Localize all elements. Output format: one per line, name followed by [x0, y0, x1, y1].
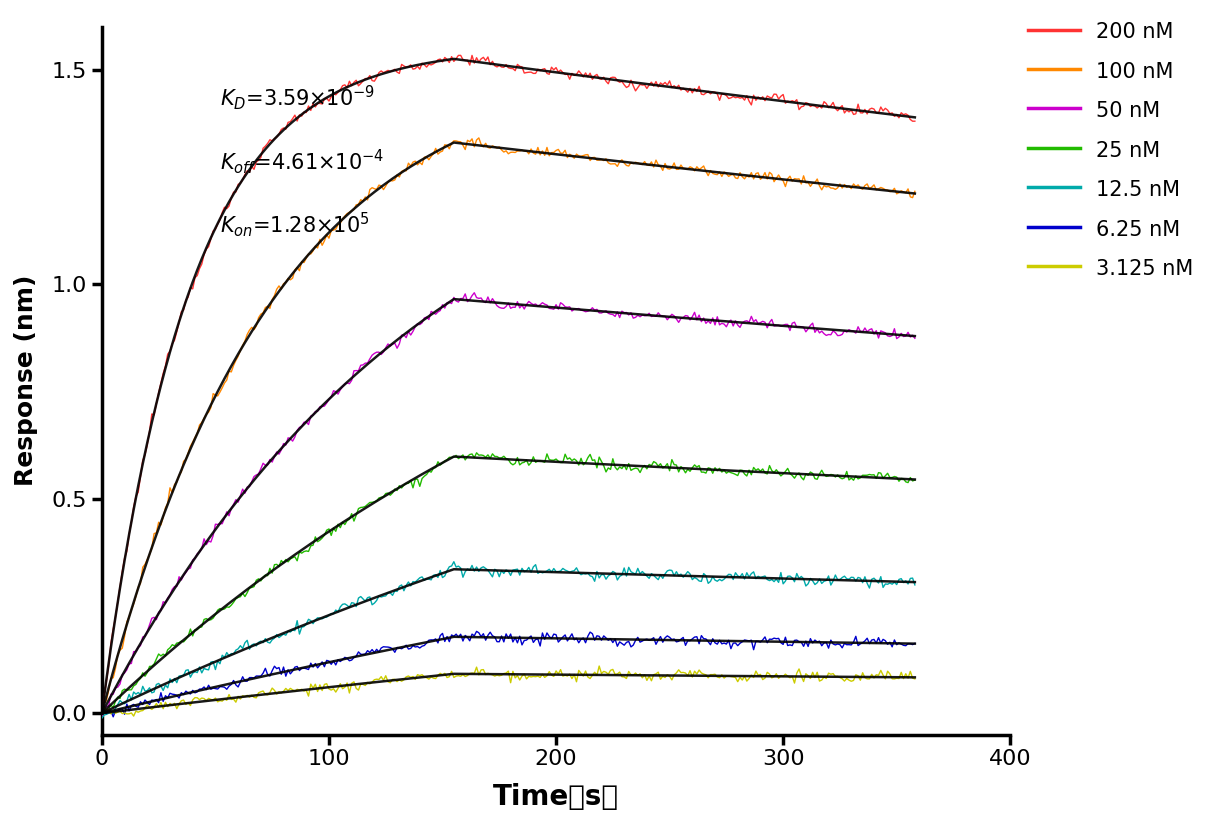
- 200 nM: [753, 94, 768, 104]
- 200 nM: [685, 88, 700, 98]
- 200 nM: [667, 81, 681, 91]
- 100 nM: [908, 186, 923, 196]
- Line: 12.5 nM: 12.5 nM: [102, 562, 915, 718]
- Line: 3.125 nM: 3.125 nM: [102, 666, 915, 716]
- 3.125 nM: [126, 711, 140, 721]
- 100 nM: [685, 163, 700, 172]
- X-axis label: Time（s）: Time（s）: [493, 783, 618, 811]
- 6.25 nM: [206, 683, 221, 693]
- 12.5 nM: [753, 573, 768, 582]
- 3.125 nM: [95, 706, 110, 716]
- 3.125 nM: [908, 674, 923, 684]
- 25 nM: [669, 460, 684, 470]
- 12.5 nM: [776, 579, 791, 589]
- 3.125 nM: [687, 667, 702, 676]
- 6.25 nM: [569, 634, 584, 644]
- 200 nM: [908, 116, 923, 126]
- 3.125 nM: [206, 695, 221, 705]
- 25 nM: [206, 613, 221, 623]
- 6.25 nM: [779, 632, 793, 642]
- 100 nM: [203, 403, 218, 412]
- 50 nM: [667, 311, 681, 321]
- 50 nM: [567, 304, 582, 314]
- Line: 6.25 nM: 6.25 nM: [102, 631, 915, 717]
- 12.5 nM: [685, 575, 700, 585]
- 200 nM: [95, 710, 110, 720]
- 200 nM: [776, 90, 791, 100]
- 6.25 nM: [106, 712, 121, 722]
- 50 nM: [685, 312, 700, 322]
- 100 nM: [776, 176, 791, 186]
- 12.5 nM: [95, 713, 110, 723]
- 12.5 nM: [667, 571, 681, 581]
- 50 nM: [467, 288, 482, 298]
- 12.5 nM: [446, 557, 461, 567]
- 25 nM: [99, 709, 113, 719]
- 25 nM: [755, 464, 770, 474]
- 25 nM: [469, 448, 484, 458]
- Line: 25 nM: 25 nM: [102, 453, 915, 714]
- 3.125 nM: [755, 675, 770, 685]
- 12.5 nM: [908, 580, 923, 590]
- 6.25 nM: [687, 632, 702, 642]
- Text: $K_D$=3.59×10$^{-9}$: $K_D$=3.59×10$^{-9}$: [221, 83, 375, 112]
- 6.25 nM: [908, 639, 923, 648]
- 25 nM: [95, 708, 110, 718]
- 100 nM: [567, 153, 582, 163]
- 25 nM: [687, 460, 702, 470]
- 6.25 nM: [469, 626, 484, 636]
- Text: $K_{on}$=1.28×10$^{5}$: $K_{on}$=1.28×10$^{5}$: [221, 210, 370, 239]
- 200 nM: [453, 50, 468, 60]
- 50 nM: [753, 318, 768, 328]
- 3.125 nM: [591, 661, 606, 671]
- Line: 50 nM: 50 nM: [102, 293, 915, 716]
- Line: 200 nM: 200 nM: [102, 55, 915, 715]
- 25 nM: [569, 455, 584, 465]
- 6.25 nM: [755, 635, 770, 645]
- 100 nM: [753, 174, 768, 184]
- 100 nM: [472, 133, 487, 143]
- 25 nM: [908, 475, 923, 485]
- 12.5 nM: [567, 566, 582, 576]
- 200 nM: [567, 70, 582, 80]
- 200 nM: [203, 233, 218, 243]
- Text: $K_{off}$=4.61×10$^{-4}$: $K_{off}$=4.61×10$^{-4}$: [221, 147, 384, 176]
- 3.125 nM: [669, 668, 684, 678]
- Line: 100 nM: 100 nM: [102, 138, 915, 711]
- 50 nM: [908, 333, 923, 343]
- 3.125 nM: [779, 669, 793, 679]
- 6.25 nM: [669, 637, 684, 647]
- 50 nM: [203, 537, 218, 547]
- Legend: 200 nM, 100 nM, 50 nM, 25 nM, 12.5 nM, 6.25 nM, 3.125 nM: 200 nM, 100 nM, 50 nM, 25 nM, 12.5 nM, 6…: [1019, 12, 1202, 287]
- 50 nM: [95, 711, 110, 721]
- Y-axis label: Response (nm): Response (nm): [14, 275, 38, 486]
- 100 nM: [667, 158, 681, 168]
- 6.25 nM: [95, 710, 110, 719]
- 100 nM: [95, 706, 110, 716]
- 25 nM: [779, 466, 793, 476]
- 3.125 nM: [567, 670, 582, 680]
- 50 nM: [776, 320, 791, 330]
- 12.5 nM: [203, 658, 218, 667]
